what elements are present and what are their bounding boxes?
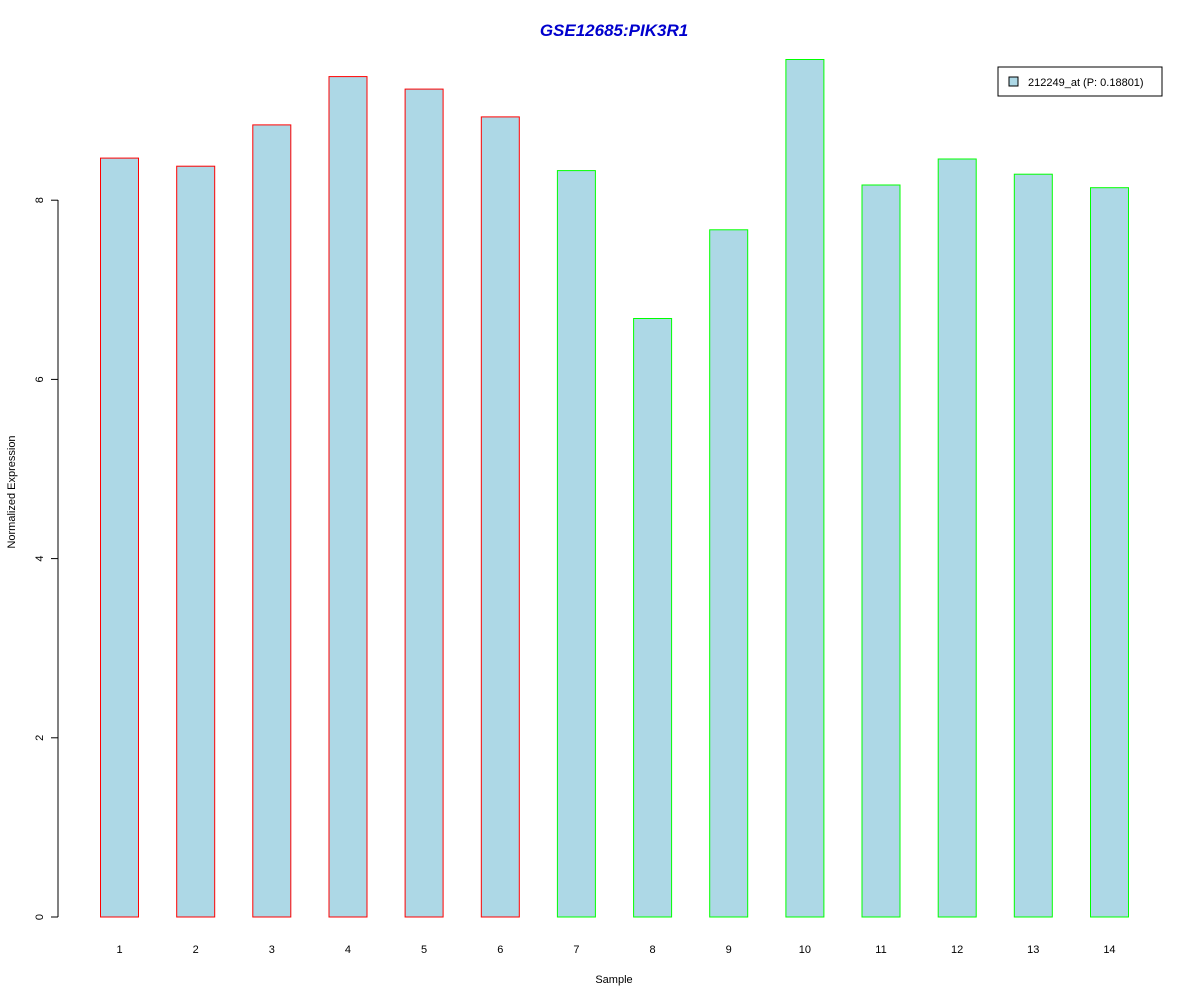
legend: 212249_at (P: 0.18801) (997, 66, 1163, 97)
x-tick-label: 12 (951, 944, 963, 956)
bar-sample-13 (1013, 173, 1053, 918)
bar-sample-6 (480, 116, 520, 918)
bar-sample-12 (937, 158, 977, 918)
y-axis: 0 2 4 6 8 (34, 197, 59, 920)
x-tick-label: 3 (269, 944, 275, 956)
bar-sample-9 (709, 229, 749, 918)
y-tick-label: 8 (34, 197, 46, 203)
x-tick-label: 6 (497, 944, 503, 956)
y-tick-label: 6 (34, 376, 46, 382)
legend-label: 212249_at (P: 0.18801) (1028, 77, 1144, 89)
x-tick-label: 1 (116, 944, 122, 956)
bar-sample-14 (1090, 187, 1129, 918)
chart-title: GSE12685:PIK3R1 (540, 21, 688, 40)
legend-swatch (1008, 76, 1019, 87)
bar-sample-4 (328, 76, 368, 918)
y-tick-label: 0 (34, 914, 46, 920)
bar-sample-2 (176, 165, 216, 918)
y-tick-label: 2 (34, 735, 46, 741)
x-tick-label: 2 (193, 944, 199, 956)
x-tick-label: 5 (421, 944, 427, 956)
x-tick-label: 4 (345, 944, 351, 956)
bar-sample-7 (556, 170, 596, 918)
bar-sample-8 (633, 318, 673, 918)
x-tick-label: 9 (726, 944, 732, 956)
legend-box (997, 66, 1163, 97)
x-axis-label: Sample (595, 974, 632, 986)
bars (100, 59, 1129, 918)
bar-sample-3 (252, 124, 292, 918)
y-tick-label: 4 (34, 556, 46, 562)
bar-sample-11 (861, 184, 901, 918)
y-axis-label: Normalized Expression (6, 435, 18, 548)
x-tick-label: 7 (573, 944, 579, 956)
x-tick-label: 13 (1027, 944, 1039, 956)
x-tick-label: 14 (1103, 944, 1115, 956)
x-tick-label: 10 (799, 944, 811, 956)
x-tick-label: 11 (875, 944, 886, 956)
bar-sample-1 (100, 157, 139, 918)
bar-sample-5 (404, 88, 444, 918)
x-tick-label: 8 (649, 944, 655, 956)
x-tick-labels: 1 2 3 4 5 6 7 8 9 10 11 12 13 14 (116, 944, 1115, 956)
bar-sample-10 (785, 59, 825, 918)
